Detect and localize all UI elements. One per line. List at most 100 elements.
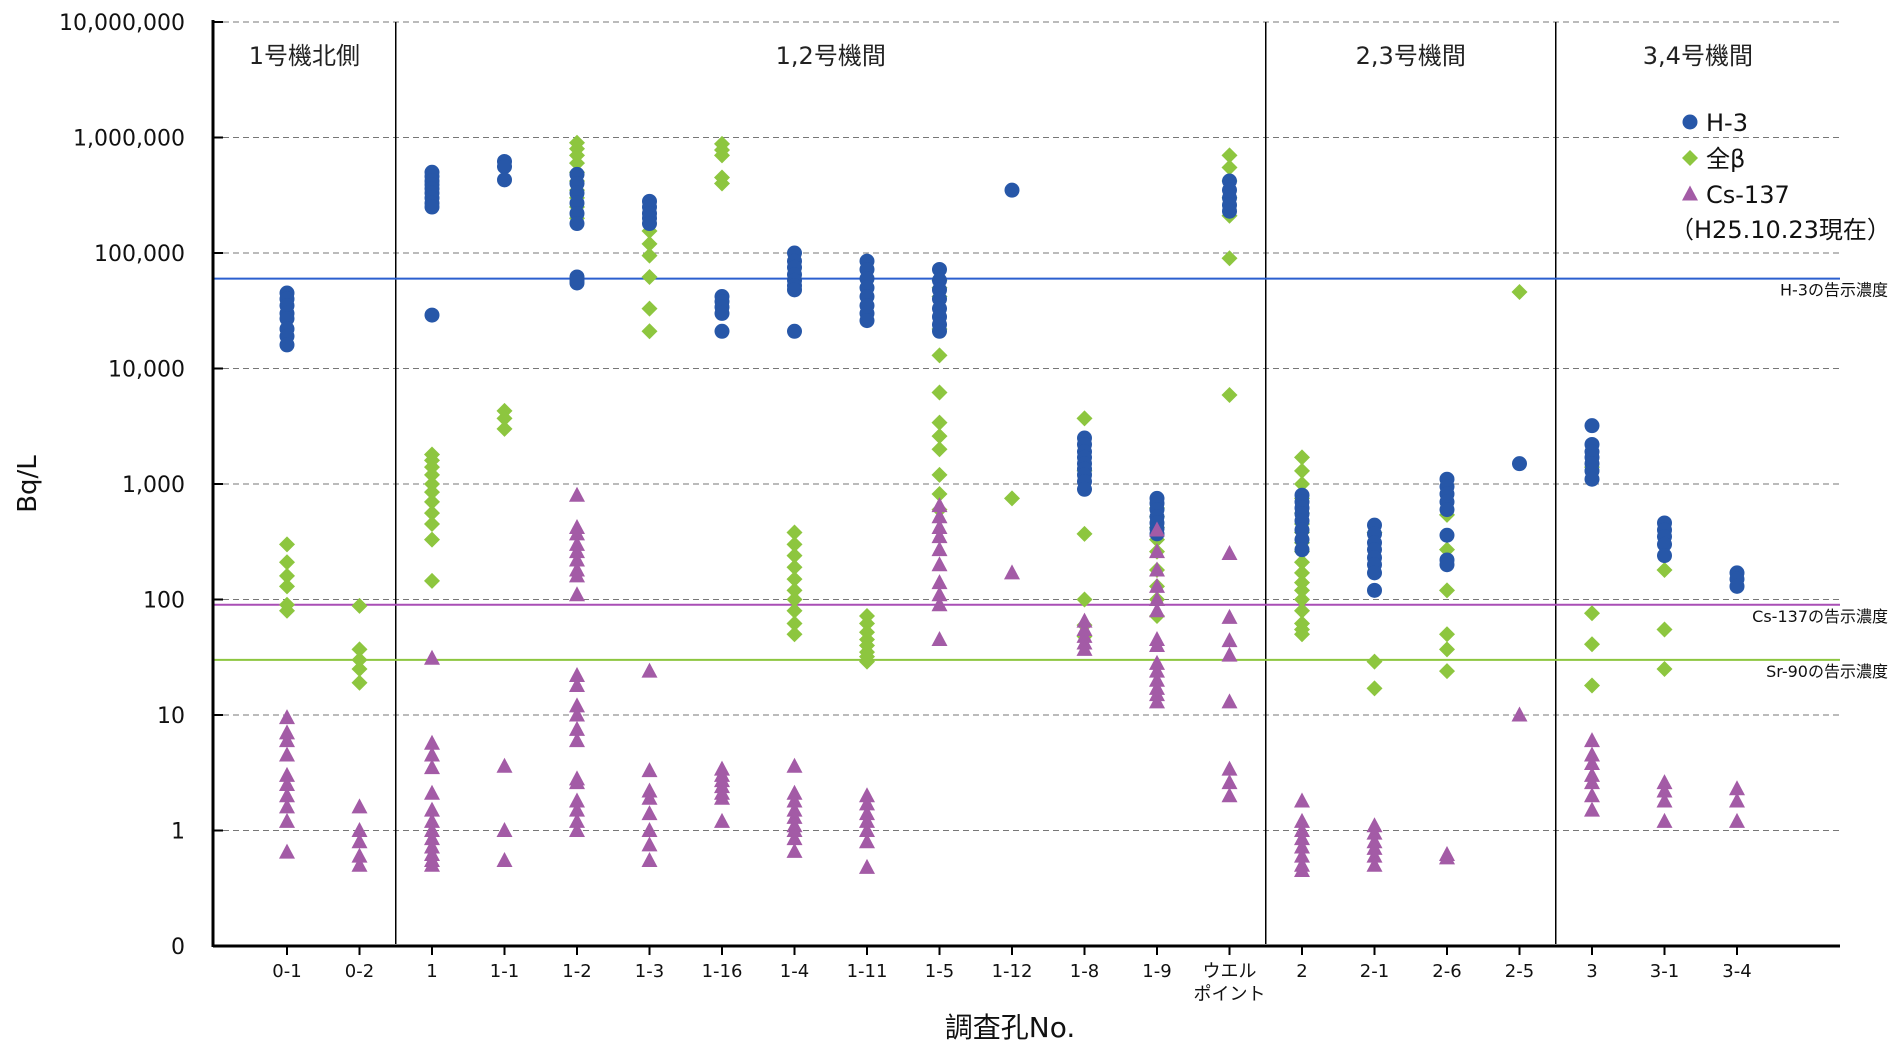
reference-line-label: Cs-137の告示濃度 [1752,607,1888,626]
Cs-137-point [1221,693,1238,709]
Cs-137-point [569,822,585,837]
x-tick-label: 1-12 [992,961,1033,982]
Cs-137-point [1366,839,1383,855]
全β-point [1294,476,1310,492]
Cs-137-point [1149,591,1165,606]
Cs-137-point [1366,824,1383,840]
全β-point [1439,582,1455,599]
Cs-137-point [1149,693,1165,709]
Cs-137-point [569,706,585,722]
x-tick-label: ウエルポイント [1194,961,1266,1005]
H-3-point [569,216,585,232]
H-3-point [1367,565,1382,581]
全β-point [786,582,803,599]
Cs-137-point [279,732,295,748]
Cs-137-point [424,856,440,872]
H-3-point [1222,203,1237,219]
Cs-137-point [496,757,513,773]
H-3-point [424,307,440,323]
Cs-137-point [424,822,440,837]
x-tick-label: 2-5 [1505,961,1534,982]
Cs-137-point [279,787,295,803]
全β-point [931,428,948,445]
全β-point [1294,582,1310,599]
Cs-137-point [1221,646,1238,662]
Cs-137-point [1149,602,1165,618]
全β-point [1221,250,1238,267]
Cs-137-point [569,801,585,817]
全β-point [1004,490,1020,507]
H-3-point [569,195,585,211]
Cs-137-point [1656,782,1673,798]
Cs-137-point [931,574,948,590]
全β-point [714,175,730,192]
全β-point [1656,562,1673,579]
全β-point [931,441,948,458]
Cs-137-point [1729,812,1745,828]
全β-point [351,641,368,658]
y-tick-label: 10,000,000 [59,11,185,36]
Cs-137-point [1584,755,1600,771]
Cs-137-point [569,486,585,502]
y-axis-title: Bq/L [13,455,43,513]
Cs-137-point [786,842,803,858]
H-3-point [1367,582,1382,598]
Cs-137-point [569,697,585,713]
y-tick-label: 10 [157,704,185,729]
Cs-137-point [1221,774,1238,790]
全β-point [1439,641,1455,658]
Cs-137-point [1294,862,1310,878]
gridlines [213,21,1840,831]
legend-marker [1682,185,1698,201]
Cs-137-point [859,787,875,803]
Cs-137-point [931,631,948,647]
x-tick-label: 1-9 [1142,961,1171,982]
全β-point [1439,626,1455,643]
reference-lines [213,277,1840,661]
Cs-137-point [1149,654,1165,670]
Cs-137-point [641,662,658,678]
section-label: 3,4号機間 [1643,42,1753,70]
H-3-point [279,337,295,353]
Cs-137-point [424,759,440,775]
Cs-137-point [424,649,440,665]
section-label: 1,2号機間 [776,42,886,70]
section-label: 2,3号機間 [1356,42,1466,70]
全β-point [1294,626,1310,643]
全β-point [424,476,440,492]
legend-note: （H25.10.23現在） [1670,216,1891,244]
全β-point [351,661,368,678]
x-tick-label: 1-3 [635,961,664,982]
Cs-137-point [931,528,948,544]
全β-point [424,493,440,510]
legend-marker [1682,114,1698,130]
全β-point [786,547,803,564]
全β-point [1366,653,1383,670]
x-axis-title: 調査孔No. [945,1011,1076,1044]
H-3-point [1439,557,1455,573]
x-tick-label: 1 [426,961,437,982]
全β-point [931,414,948,431]
legend-label: Cs-137 [1706,181,1790,209]
Cs-137-point [931,596,948,612]
全β-point [859,615,875,632]
x-tick-label: 1-11 [847,961,888,982]
全β-point [279,567,295,584]
Cs-137-point [424,812,440,828]
全β-point [641,235,658,252]
Cs-137-point [641,789,658,805]
全β-point [641,247,658,264]
Cs-137-point [351,856,368,872]
H-3-point [642,216,657,232]
全β-point [1584,605,1600,622]
Cs-137-point [1439,849,1455,865]
x-tick-label: 1-8 [1070,961,1099,982]
Cs-137-point [569,567,585,583]
全β-point [351,651,368,668]
H-3-point [1584,471,1600,487]
Cs-137-point [569,720,585,736]
data-marks [279,134,1745,878]
x-tick-label: 1-1 [490,961,519,982]
H-3-point [1657,548,1672,564]
全β-point [641,268,658,285]
